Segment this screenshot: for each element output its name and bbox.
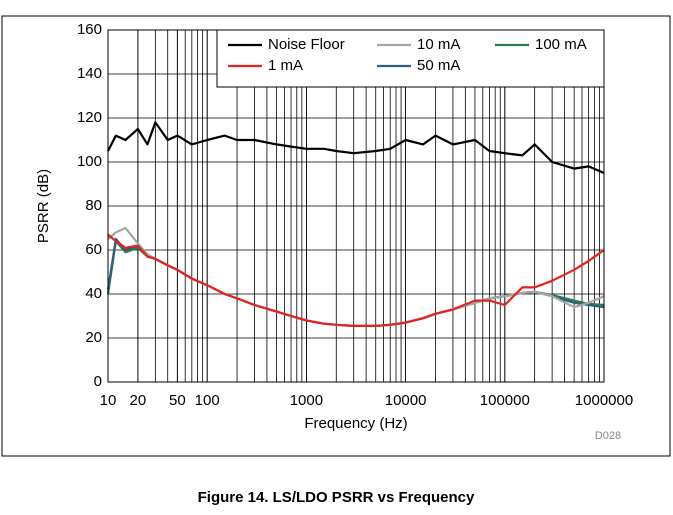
legend-label: 50 mA [417,57,460,74]
x-tick-label: 50 [169,392,186,409]
y-tick-label: 120 [77,109,102,126]
x-tick-label: 10000 [385,392,427,409]
x-tick-label: 100000 [480,392,530,409]
y-tick-label: 140 [77,65,102,82]
legend-label: 1 mA [268,57,303,74]
y-tick-label: 40 [85,285,102,302]
legend [216,29,605,88]
x-tick-label: 10 [100,392,117,409]
legend-label: 100 mA [535,36,587,53]
series-line [107,121,605,175]
series-line [107,233,605,327]
x-axis-label: Frequency (Hz) [304,415,407,432]
figure-id: D028 [595,430,621,442]
x-tick-label: 20 [130,392,147,409]
y-tick-label: 60 [85,241,102,258]
legend-label: 10 mA [417,36,460,53]
legend-label: Noise Floor [268,36,345,53]
y-tick-label: 20 [85,329,102,346]
x-tick-label: 1000000 [575,392,633,409]
x-tick-label: 100 [195,392,220,409]
y-tick-label: 160 [77,21,102,38]
y-axis-label: PSRR (dB) [35,169,52,243]
figure-frame [1,15,671,457]
y-tick-label: 80 [85,197,102,214]
y-tick-label: 0 [94,373,102,390]
x-tick-label: 1000 [290,392,323,409]
caption: Figure 14. LS/LDO PSRR vs Frequency [198,489,475,506]
y-tick-label: 100 [77,153,102,170]
